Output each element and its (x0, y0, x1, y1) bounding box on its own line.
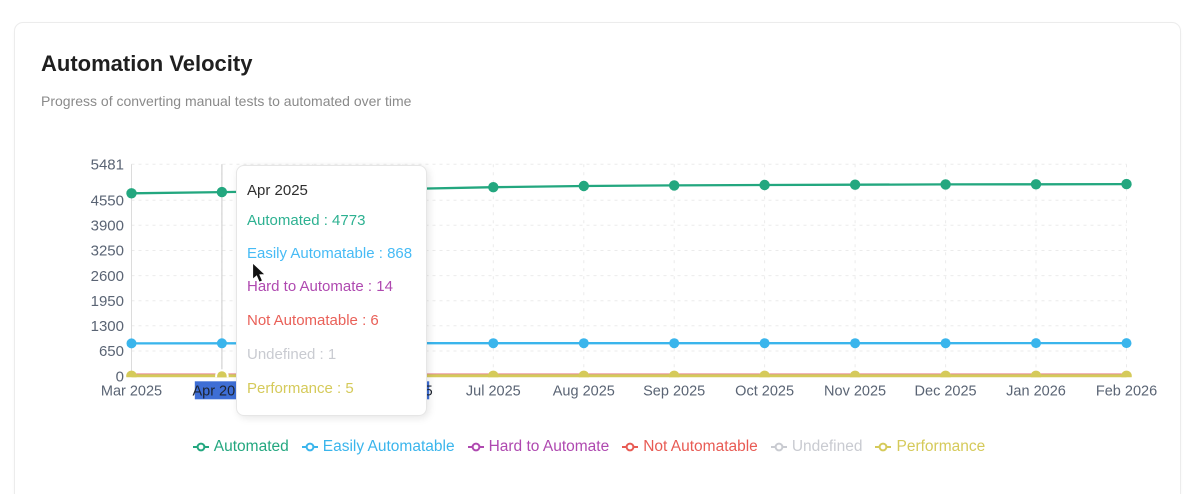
svg-text:1950: 1950 (91, 293, 124, 310)
svg-text:Feb 2026: Feb 2026 (1096, 383, 1157, 399)
svg-text:0: 0 (116, 368, 124, 385)
svg-text:4550: 4550 (91, 192, 124, 209)
svg-text:Mar 2025: Mar 2025 (101, 383, 162, 399)
svg-text:Dec 2025: Dec 2025 (915, 383, 977, 399)
svg-text:3900: 3900 (91, 218, 124, 235)
svg-text:Jan 2026: Jan 2026 (1006, 383, 1066, 399)
svg-text:Sep 2025: Sep 2025 (643, 383, 705, 399)
svg-text:2600: 2600 (91, 268, 124, 285)
svg-text:Oct 2025: Oct 2025 (735, 383, 794, 399)
svg-text:Jul 2025: Jul 2025 (466, 383, 521, 399)
svg-text:5481: 5481 (91, 156, 124, 173)
svg-text:3250: 3250 (91, 243, 124, 260)
svg-text:Aug 2025: Aug 2025 (553, 383, 615, 399)
svg-text:1300: 1300 (91, 318, 124, 335)
svg-text:Nov 2025: Nov 2025 (824, 383, 886, 399)
svg-text:650: 650 (99, 343, 124, 360)
